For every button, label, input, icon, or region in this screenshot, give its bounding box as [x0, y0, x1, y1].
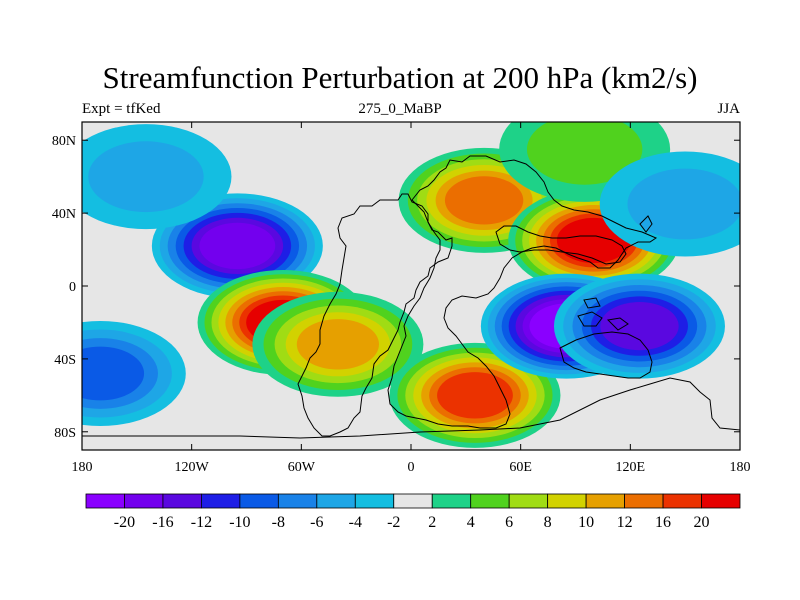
x-tick-label: 60W — [288, 460, 316, 475]
coastline-antarctica — [82, 377, 740, 439]
contour-shell — [627, 168, 740, 240]
colorbar-label: 12 — [617, 514, 633, 531]
colorbar-swatch — [85, 493, 125, 509]
contour-shell — [437, 372, 513, 419]
colorbar-swatch — [508, 493, 549, 509]
colorbar-swatch — [624, 493, 664, 509]
y-tick-label: 40N — [52, 207, 76, 222]
colorbar-swatch — [201, 493, 241, 509]
coastline-japan — [639, 215, 653, 233]
colorbar-label: -4 — [349, 514, 362, 531]
contour-shell — [88, 141, 204, 213]
colorbar-swatch — [701, 493, 741, 509]
contour-shell — [600, 301, 679, 351]
coastline-asia-east — [495, 225, 627, 265]
colorbar-label: 10 — [578, 514, 594, 531]
colorbar-swatch — [662, 493, 702, 509]
colorbar-swatch — [239, 493, 279, 509]
colorbar-swatch — [277, 493, 318, 509]
colorbar-swatch — [393, 493, 433, 509]
coastline-south-america — [297, 193, 453, 437]
colorbar-label: 8 — [544, 514, 552, 531]
colorbar: -20 -16 -12 -10 -8 -6 -4 -2 2 4 6 8 10 12 16 20 — [85, 493, 741, 531]
colorbar-label: -8 — [272, 514, 285, 531]
x-tick-label: 180 — [72, 460, 93, 475]
axes: 180 120W 60W 0 60E 120E 180 80N 40N 0 40S 80S — [52, 122, 751, 475]
experiment-label: Expt = tfKed — [82, 101, 161, 117]
season-label: JJA — [717, 101, 740, 117]
colorbar-swatch — [354, 493, 395, 509]
y-tick-label: 80N — [52, 134, 76, 149]
chart-title: Streamfunction Perturbation at 200 hPa (… — [102, 60, 698, 95]
coastline-layer — [82, 155, 740, 439]
run-label: 275_0_MaBP — [358, 101, 442, 117]
contour-shell — [526, 122, 643, 185]
colorbar-label: 16 — [655, 514, 671, 531]
x-tick-label: 60E — [509, 460, 532, 475]
x-tick-label: 120W — [175, 460, 210, 475]
colorbar-swatch — [431, 493, 472, 509]
coastline-australia — [559, 331, 653, 379]
coastline-indonesia — [577, 297, 629, 331]
colorbar-swatch — [124, 493, 164, 509]
colorbar-label: -16 — [152, 514, 173, 531]
colorbar-label: -2 — [387, 514, 400, 531]
contour-shell — [444, 176, 524, 225]
colorbar-label: -6 — [310, 514, 323, 531]
colorbar-label: 6 — [505, 514, 513, 531]
colorbar-label: -20 — [114, 514, 135, 531]
colorbar-swatch — [162, 493, 202, 509]
x-tick-label: 180 — [730, 460, 751, 475]
y-tick-label: 0 — [69, 280, 76, 295]
contour-field — [82, 122, 740, 448]
contour-shell — [296, 319, 379, 370]
colorbar-swatch — [316, 493, 356, 509]
coastline-africa-eurasia — [387, 155, 658, 429]
colorbar-label: 20 — [694, 514, 710, 531]
colorbar-label: 4 — [467, 514, 475, 531]
contour-shell — [199, 222, 276, 270]
y-tick-label: 80S — [54, 426, 76, 441]
x-tick-label: 0 — [408, 460, 415, 475]
x-tick-label: 120E — [616, 460, 646, 475]
colorbar-swatch — [585, 493, 625, 509]
colorbar-swatch — [547, 493, 587, 509]
contour-shell — [82, 346, 145, 401]
y-tick-label: 40S — [54, 353, 76, 368]
colorbar-label: 2 — [428, 514, 436, 531]
colorbar-label: -10 — [229, 514, 250, 531]
colorbar-swatch — [470, 493, 510, 509]
colorbar-label: -12 — [191, 514, 212, 531]
